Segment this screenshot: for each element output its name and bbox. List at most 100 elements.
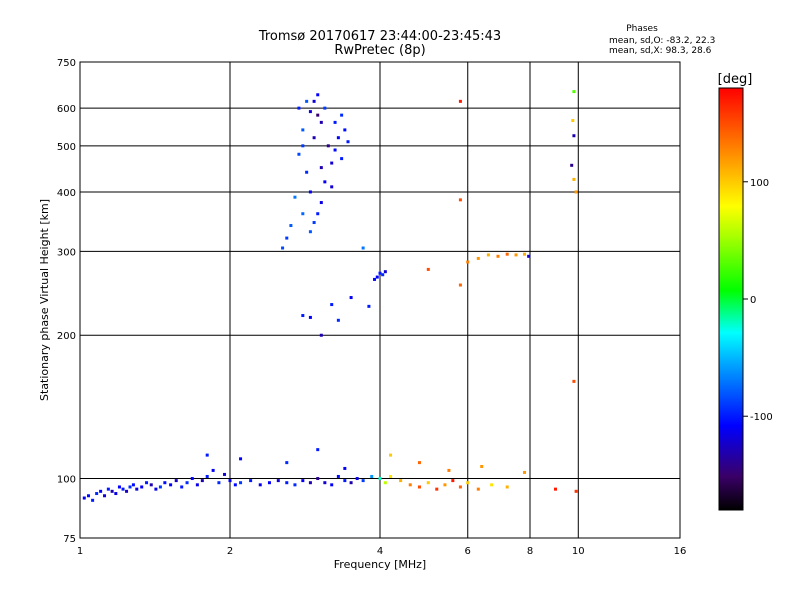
data-point [330, 185, 334, 189]
data-point [333, 120, 337, 124]
data-point [480, 464, 484, 468]
data-point [361, 479, 365, 483]
data-point [458, 485, 462, 489]
grid [80, 62, 680, 538]
chart-title: Tromsø 20170617 23:44:00-23:45:43 [258, 29, 501, 44]
data-point [239, 481, 243, 485]
x-tick-label: 6 [465, 546, 471, 557]
data-point [140, 485, 144, 489]
data-point [426, 481, 430, 485]
data-point [572, 177, 576, 181]
data-point [336, 136, 340, 140]
data-point [408, 483, 412, 487]
y-tick-label: 300 [57, 247, 76, 258]
data-point [82, 496, 86, 500]
data-point [330, 303, 334, 307]
data-point [301, 212, 305, 216]
data-point [205, 453, 209, 457]
data-point [316, 477, 320, 481]
data-point [316, 212, 320, 216]
data-point [389, 453, 393, 457]
x-tick-label: 8 [527, 546, 533, 557]
data-point [486, 253, 490, 257]
data-point [117, 485, 121, 489]
data-point [316, 93, 320, 97]
data-point [466, 481, 470, 485]
data-point [86, 494, 90, 498]
data-point [443, 483, 447, 487]
phase-box-line-x: mean, sd,X: 98.3, 28.6 [609, 46, 712, 56]
data-point [308, 190, 312, 194]
data-point [308, 230, 312, 234]
data-point [343, 466, 347, 470]
data-point [301, 479, 305, 483]
data-point [466, 260, 470, 264]
x-tick-label: 16 [674, 546, 687, 557]
x-tick-label: 2 [227, 546, 233, 557]
data-point [426, 267, 430, 271]
data-point [281, 246, 285, 250]
data-point [293, 483, 297, 487]
data-point [458, 99, 462, 103]
data-point [572, 134, 576, 138]
data-point [319, 201, 323, 205]
data-point [135, 487, 139, 491]
y-axis-ticks: 75 100 200 300 400 500 600 750 [57, 58, 76, 545]
data-point [572, 379, 576, 383]
data-point [323, 481, 327, 485]
data-point [258, 483, 262, 487]
data-point [239, 457, 243, 461]
data-point [297, 106, 301, 110]
data-point [389, 474, 393, 478]
data-point [195, 483, 199, 487]
y-tick-label: 75 [63, 534, 76, 545]
data-point [190, 477, 194, 481]
data-point [336, 474, 340, 478]
data-points [82, 90, 578, 502]
data-point [523, 252, 527, 256]
data-point [276, 479, 280, 483]
data-point [323, 106, 327, 110]
x-tick-label: 10 [572, 546, 585, 557]
data-point [514, 253, 518, 257]
data-point [308, 481, 312, 485]
data-point [572, 90, 576, 94]
data-point [301, 128, 305, 132]
data-point [378, 271, 382, 275]
data-point [383, 481, 387, 485]
y-tick-label: 500 [57, 142, 76, 153]
data-point [476, 256, 480, 260]
data-point [110, 489, 114, 493]
data-point [330, 161, 334, 165]
data-point [319, 333, 323, 337]
y-tick-label: 100 [57, 475, 76, 486]
data-point [417, 485, 421, 489]
data-point [505, 485, 509, 489]
data-point [375, 275, 379, 279]
x-tick-label: 1 [77, 546, 83, 557]
data-point [476, 487, 480, 491]
data-point [228, 479, 232, 483]
data-point [505, 252, 509, 256]
data-point [200, 479, 204, 483]
data-point [361, 246, 365, 250]
data-point [267, 481, 271, 485]
y-tick-label: 750 [57, 58, 76, 69]
data-point [158, 485, 162, 489]
data-point [458, 283, 462, 287]
data-point [169, 483, 173, 487]
data-point [285, 236, 289, 240]
data-point [308, 110, 312, 114]
data-point [114, 492, 118, 496]
data-point [336, 318, 340, 322]
data-point [346, 140, 350, 144]
data-point [305, 170, 309, 174]
data-point [370, 474, 374, 478]
data-point [451, 479, 455, 483]
data-point [145, 481, 149, 485]
data-point [383, 270, 387, 274]
x-axis-label: Frequency [MHz] [334, 558, 426, 571]
data-point [343, 479, 347, 483]
data-point [399, 479, 403, 483]
